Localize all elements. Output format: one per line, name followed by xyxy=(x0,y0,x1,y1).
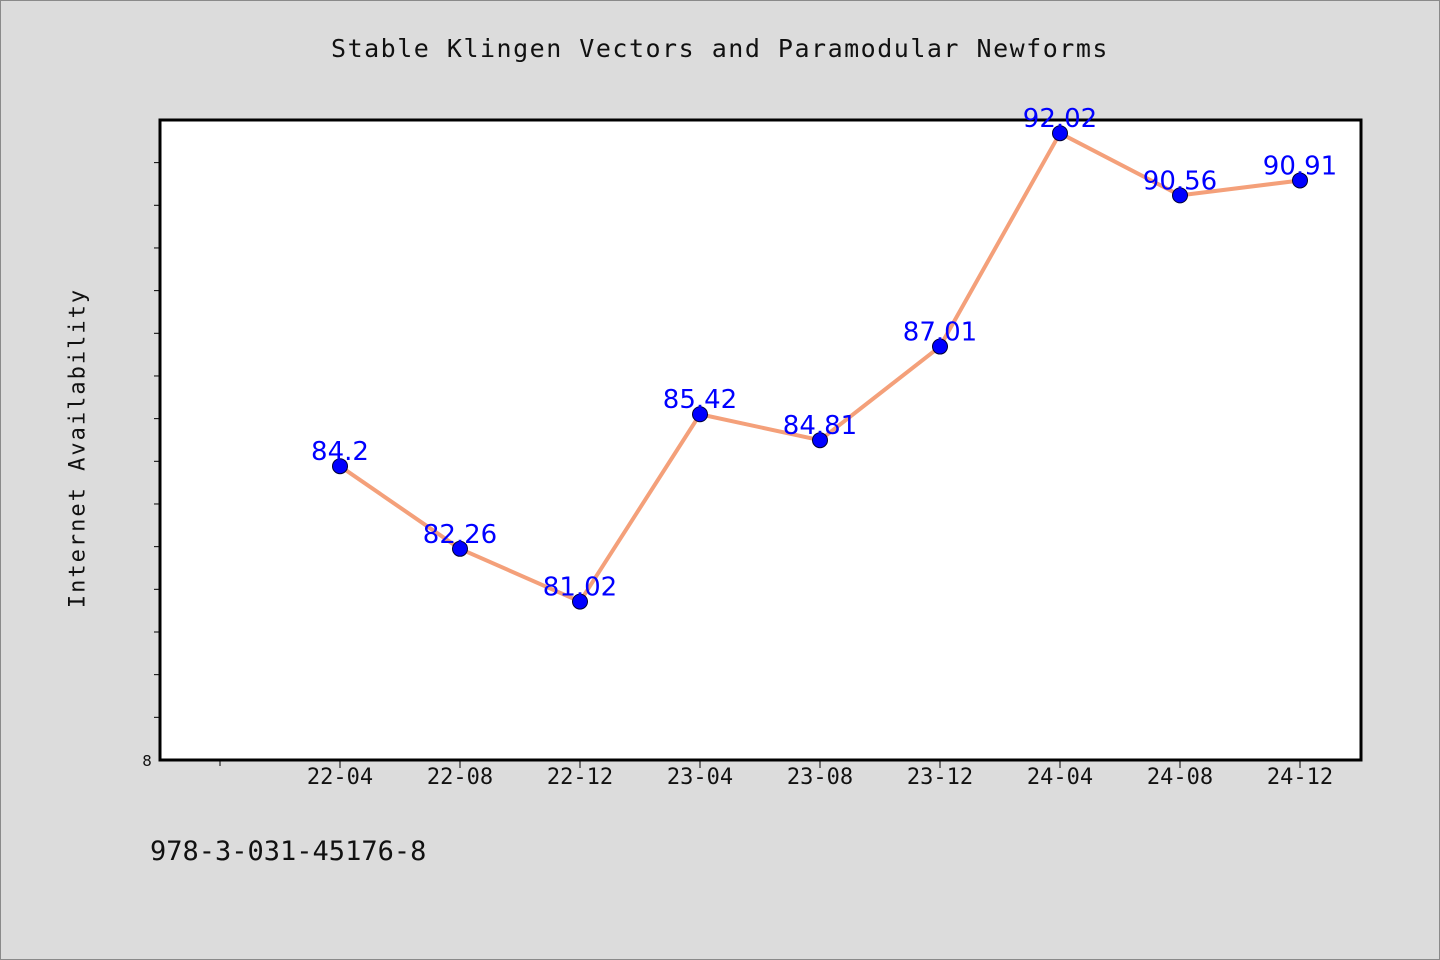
plot-area xyxy=(158,118,1363,762)
data-label: 87.01 xyxy=(903,318,977,348)
chart-title: Stable Klingen Vectors and Paramodular N… xyxy=(331,34,1109,63)
data-point xyxy=(1292,172,1308,189)
x-tick-label: 22-08 xyxy=(427,765,493,790)
data-label: 81.02 xyxy=(543,573,617,603)
data-label: 92.02 xyxy=(1023,104,1097,134)
data-point xyxy=(1052,125,1068,142)
data-label: 84.2 xyxy=(311,437,369,467)
series-layer: 84.2 82.26 81.02 85.42 84.81 87.01 92.02 90.56 9… xyxy=(311,104,1337,610)
x-tick-label: 22-04 xyxy=(307,765,373,790)
data-label: 85.42 xyxy=(663,385,737,415)
x-tick-label: 22-12 xyxy=(547,765,613,790)
data-label: 82.26 xyxy=(423,520,497,550)
footer-isbn: 978-3-031-45176-8 xyxy=(150,836,427,867)
x-tick-label: 24-08 xyxy=(1147,765,1213,790)
y-axis-min-label: 8 xyxy=(142,752,152,770)
x-tick-label: 23-12 xyxy=(907,765,973,790)
data-point xyxy=(1172,187,1188,204)
x-axis-ticks: 22-04 22-08 22-12 23-04 23-08 23-12 24-04 24-08… xyxy=(219,760,1333,790)
data-label: 90.56 xyxy=(1143,166,1217,196)
y-axis-ticks xyxy=(154,162,160,718)
data-point xyxy=(332,458,348,475)
data-point xyxy=(572,593,588,610)
data-point xyxy=(452,540,468,557)
x-tick-label: 23-04 xyxy=(667,765,733,790)
data-point xyxy=(812,432,828,449)
data-label: 84.81 xyxy=(783,411,857,441)
x-tick-label: 24-12 xyxy=(1267,765,1333,790)
x-tick-label: 24-04 xyxy=(1027,765,1093,790)
data-point xyxy=(932,338,948,355)
x-tick-label: 23-08 xyxy=(787,765,853,790)
data-point xyxy=(692,406,708,423)
data-label: 90.91 xyxy=(1263,151,1337,181)
